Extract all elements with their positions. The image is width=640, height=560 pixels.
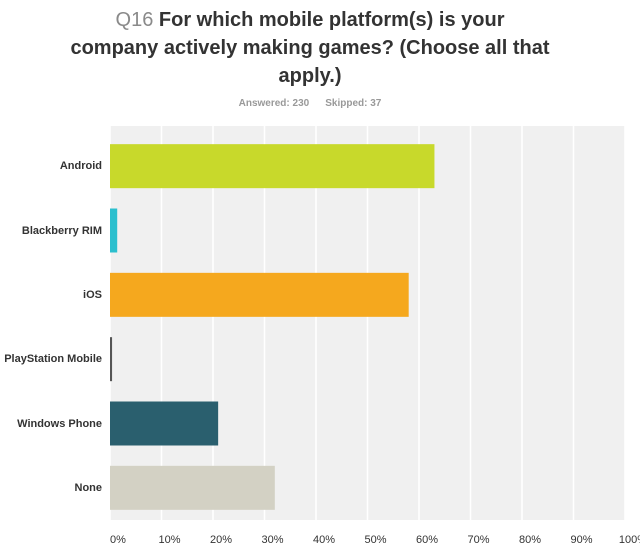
- chart-title: For which mobile platform(s) is your com…: [70, 9, 550, 87]
- x-tick-label: 60%: [416, 534, 438, 546]
- x-tick-label: 80%: [519, 534, 541, 546]
- x-tick-label: 0%: [110, 534, 126, 546]
- x-tick-label: 90%: [570, 534, 592, 546]
- response-counts: Answered: 230 Skipped: 37: [0, 98, 620, 109]
- x-tick-label: 70%: [467, 534, 489, 546]
- category-label: Windows Phone: [17, 417, 102, 430]
- skipped: Skipped: 37: [325, 98, 382, 109]
- chart-title-block: Q16 For which mobile platform(s) is your…: [70, 6, 550, 90]
- bar: [110, 272, 409, 317]
- bar: [110, 465, 275, 510]
- x-tick-label: 50%: [364, 534, 386, 546]
- category-label: Blackberry RIM: [21, 224, 102, 237]
- x-tick-label: 20%: [210, 534, 232, 546]
- bar: [110, 401, 219, 446]
- bar: [110, 337, 113, 382]
- category-label: PlayStation Mobile: [4, 353, 102, 366]
- x-tick-label: 10%: [158, 534, 180, 546]
- bar: [110, 208, 118, 253]
- question-number: Q16: [115, 9, 154, 31]
- x-tick-label: 40%: [313, 534, 335, 546]
- category-label: Android: [59, 160, 102, 173]
- bar: [110, 144, 435, 189]
- answered: Answered: 230: [238, 98, 310, 109]
- category-label: None: [74, 481, 103, 494]
- category-label: iOS: [83, 288, 102, 301]
- x-tick-label: 30%: [261, 534, 283, 546]
- x-tick-label: 100%: [619, 534, 640, 546]
